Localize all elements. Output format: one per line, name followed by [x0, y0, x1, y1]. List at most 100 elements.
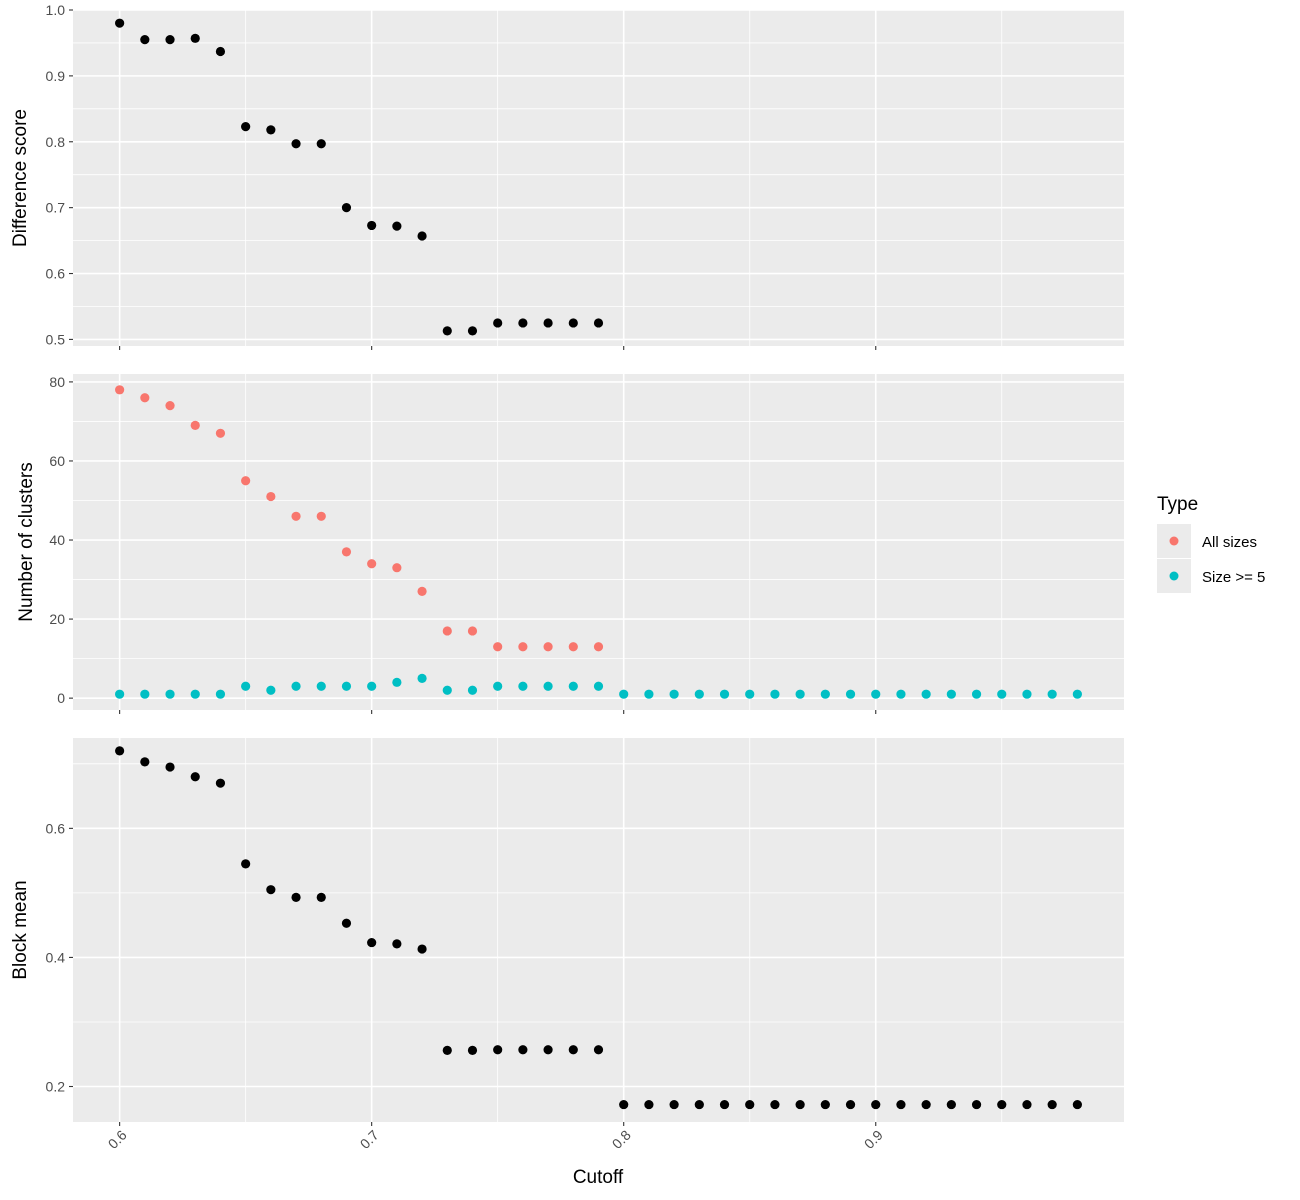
data-point: [115, 746, 125, 756]
point-size-5: [518, 681, 528, 691]
point-all-sizes: [165, 401, 175, 411]
point-all-sizes: [115, 385, 125, 395]
point-size-5: [1047, 689, 1057, 699]
data-point: [493, 318, 503, 328]
gridlines: [73, 374, 1124, 710]
data-point: [845, 1099, 856, 1110]
legend-label-all-sizes: All sizes: [1202, 534, 1257, 551]
point-all-sizes: [140, 393, 150, 403]
data-point: [316, 139, 326, 149]
data-point: [1022, 1099, 1032, 1110]
point-size-5: [417, 673, 427, 683]
point-all-sizes: [291, 511, 301, 521]
point-size-5: [215, 689, 226, 699]
data-point: [215, 778, 226, 788]
legend-key-size-5-plus: [1169, 571, 1179, 581]
point-all-sizes: [593, 642, 604, 652]
point-size-5: [568, 681, 578, 691]
y-axis-ticks: 0.5 0.6 0.7 0.8 0.9 1.0: [46, 2, 73, 347]
data-points: [115, 18, 604, 336]
point-size-5: [619, 689, 629, 699]
point-size-5: [291, 681, 301, 691]
y-tick-label: 0.4: [46, 949, 66, 965]
data-point: [820, 1099, 830, 1110]
point-size-5: [467, 685, 478, 695]
y-tick-label: 0.8: [46, 134, 66, 150]
point-size-5: [190, 689, 200, 699]
y-axis-title: Block mean: [10, 880, 31, 979]
x-axis-tick-labels: 0.6 0.7 0.8 0.9: [105, 1127, 886, 1152]
data-point: [115, 18, 125, 28]
panel-background: [73, 374, 1124, 710]
point-all-sizes: [316, 511, 326, 521]
panel-background: [73, 738, 1124, 1122]
point-size-5: [266, 685, 276, 695]
x-tick-label: 0.9: [861, 1127, 886, 1152]
legend-label-size-5-plus: Size >= 5: [1202, 569, 1265, 586]
point-all-sizes: [568, 642, 578, 652]
data-point: [341, 918, 352, 928]
x-axis-tick-marks: [119, 1122, 877, 1126]
gridlines: [73, 738, 1124, 1122]
y-tick-label: 0.2: [46, 1079, 66, 1095]
y-tick-label: 60: [49, 453, 65, 469]
data-point: [568, 1045, 578, 1055]
point-size-5: [921, 689, 931, 699]
point-size-5: [543, 681, 553, 691]
point-all-sizes: [467, 626, 478, 636]
data-point: [367, 937, 377, 948]
data-point: [1047, 1099, 1057, 1110]
point-all-sizes: [341, 547, 352, 557]
point-size-5: [316, 681, 326, 691]
point-size-5: [392, 677, 402, 687]
data-point: [896, 1099, 906, 1110]
panel-number-of-clusters: 0 20 40 60 80 Number of clusters: [16, 374, 1124, 714]
data-point: [619, 1099, 629, 1110]
data-point: [493, 1045, 503, 1055]
data-points: [115, 746, 1082, 1110]
data-points: [115, 385, 1082, 699]
data-point: [392, 221, 402, 231]
data-point: [165, 35, 175, 45]
legend-title: Type: [1157, 494, 1198, 515]
point-size-5: [971, 689, 982, 699]
data-point: [190, 772, 200, 782]
point-size-5: [442, 685, 452, 695]
data-point: [417, 231, 427, 241]
data-point: [392, 939, 402, 949]
point-size-5: [694, 689, 704, 699]
point-size-5: [593, 681, 604, 691]
point-all-sizes: [266, 491, 276, 502]
panel-background: [73, 10, 1124, 346]
data-point: [190, 33, 200, 43]
y-axis-ticks: 0.2 0.4 0.6: [46, 820, 73, 1095]
data-point: [341, 203, 352, 213]
data-point: [1072, 1099, 1082, 1110]
data-point: [543, 1045, 553, 1055]
data-point: [795, 1099, 805, 1110]
point-all-sizes: [241, 476, 251, 486]
data-point: [165, 762, 175, 772]
point-size-5: [493, 681, 503, 691]
y-tick-label: 0.5: [46, 331, 66, 347]
point-size-5: [845, 689, 856, 699]
point-size-5: [115, 689, 125, 699]
point-size-5: [669, 689, 679, 699]
y-tick-label: 40: [49, 532, 65, 548]
panel-block-mean: 0.2 0.4 0.6 Block mean: [10, 738, 1124, 1126]
point-all-sizes: [518, 642, 528, 652]
point-all-sizes: [493, 642, 503, 652]
point-size-5: [367, 681, 377, 691]
data-point: [518, 318, 528, 328]
data-point: [593, 318, 604, 328]
data-point: [442, 326, 452, 336]
point-all-sizes: [442, 626, 452, 636]
data-point: [442, 1045, 452, 1055]
data-point: [946, 1099, 956, 1110]
point-all-sizes: [190, 420, 200, 430]
data-point: [417, 944, 427, 954]
data-point: [316, 892, 326, 903]
x-tick-label: 0.8: [609, 1127, 634, 1152]
y-tick-label: 20: [49, 611, 65, 627]
